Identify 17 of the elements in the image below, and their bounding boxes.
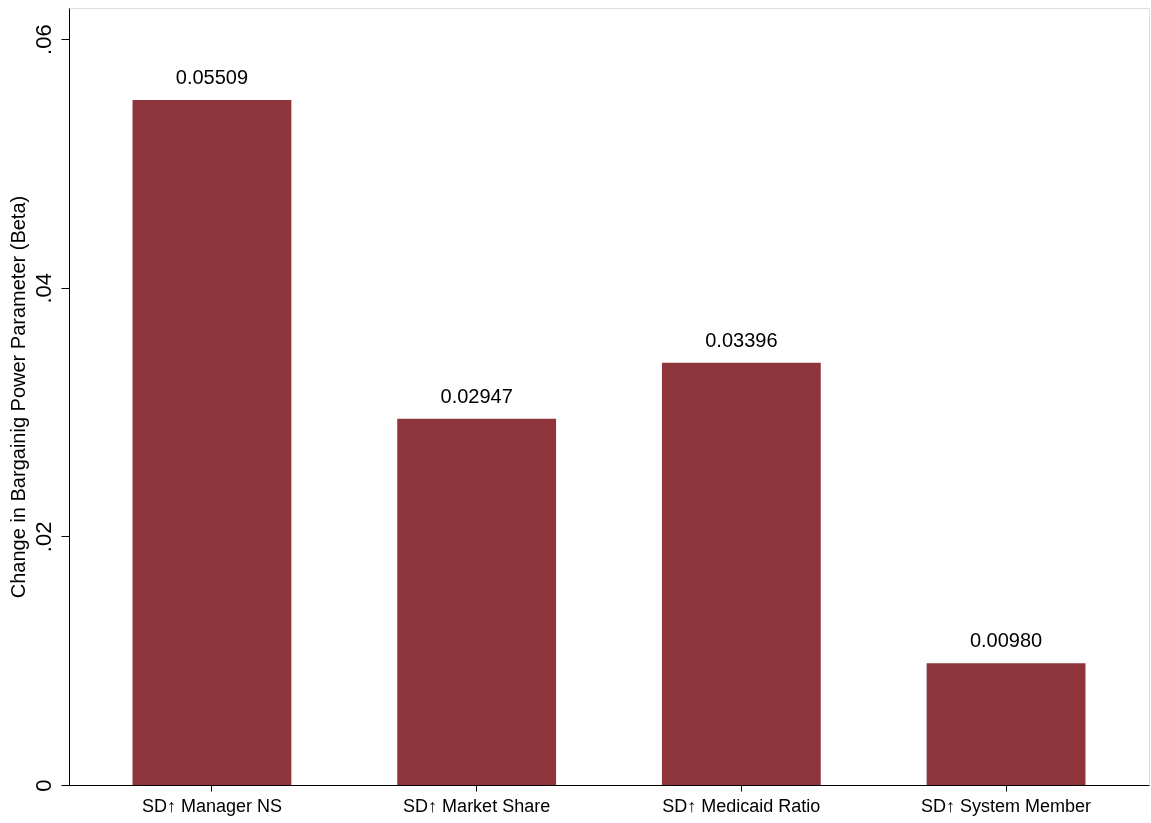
bar xyxy=(926,663,1086,785)
data-label: 0.05509 xyxy=(175,66,249,89)
y-tick-label: .04 xyxy=(30,272,56,304)
y-tick-label: .02 xyxy=(30,521,56,553)
bar xyxy=(397,418,557,785)
y-axis-title: Change in Bargainig Power Parameter (Beta) xyxy=(6,195,29,599)
data-label: 0.02947 xyxy=(440,384,513,407)
x-tick-label: SD↑ Medicaid Ratio xyxy=(662,795,821,816)
data-label: 0.03396 xyxy=(705,328,778,351)
bar xyxy=(132,100,292,785)
bar xyxy=(661,362,821,785)
y-tick-label: .06 xyxy=(30,24,56,55)
y-tick-label: 0 xyxy=(30,779,56,792)
x-tick-label: SD↑ System Member xyxy=(921,795,1092,816)
x-tick-label: SD↑ Manager NS xyxy=(141,795,282,816)
data-label: 0.00980 xyxy=(969,629,1043,652)
x-tick-label: SD↑ Market Share xyxy=(403,795,551,816)
